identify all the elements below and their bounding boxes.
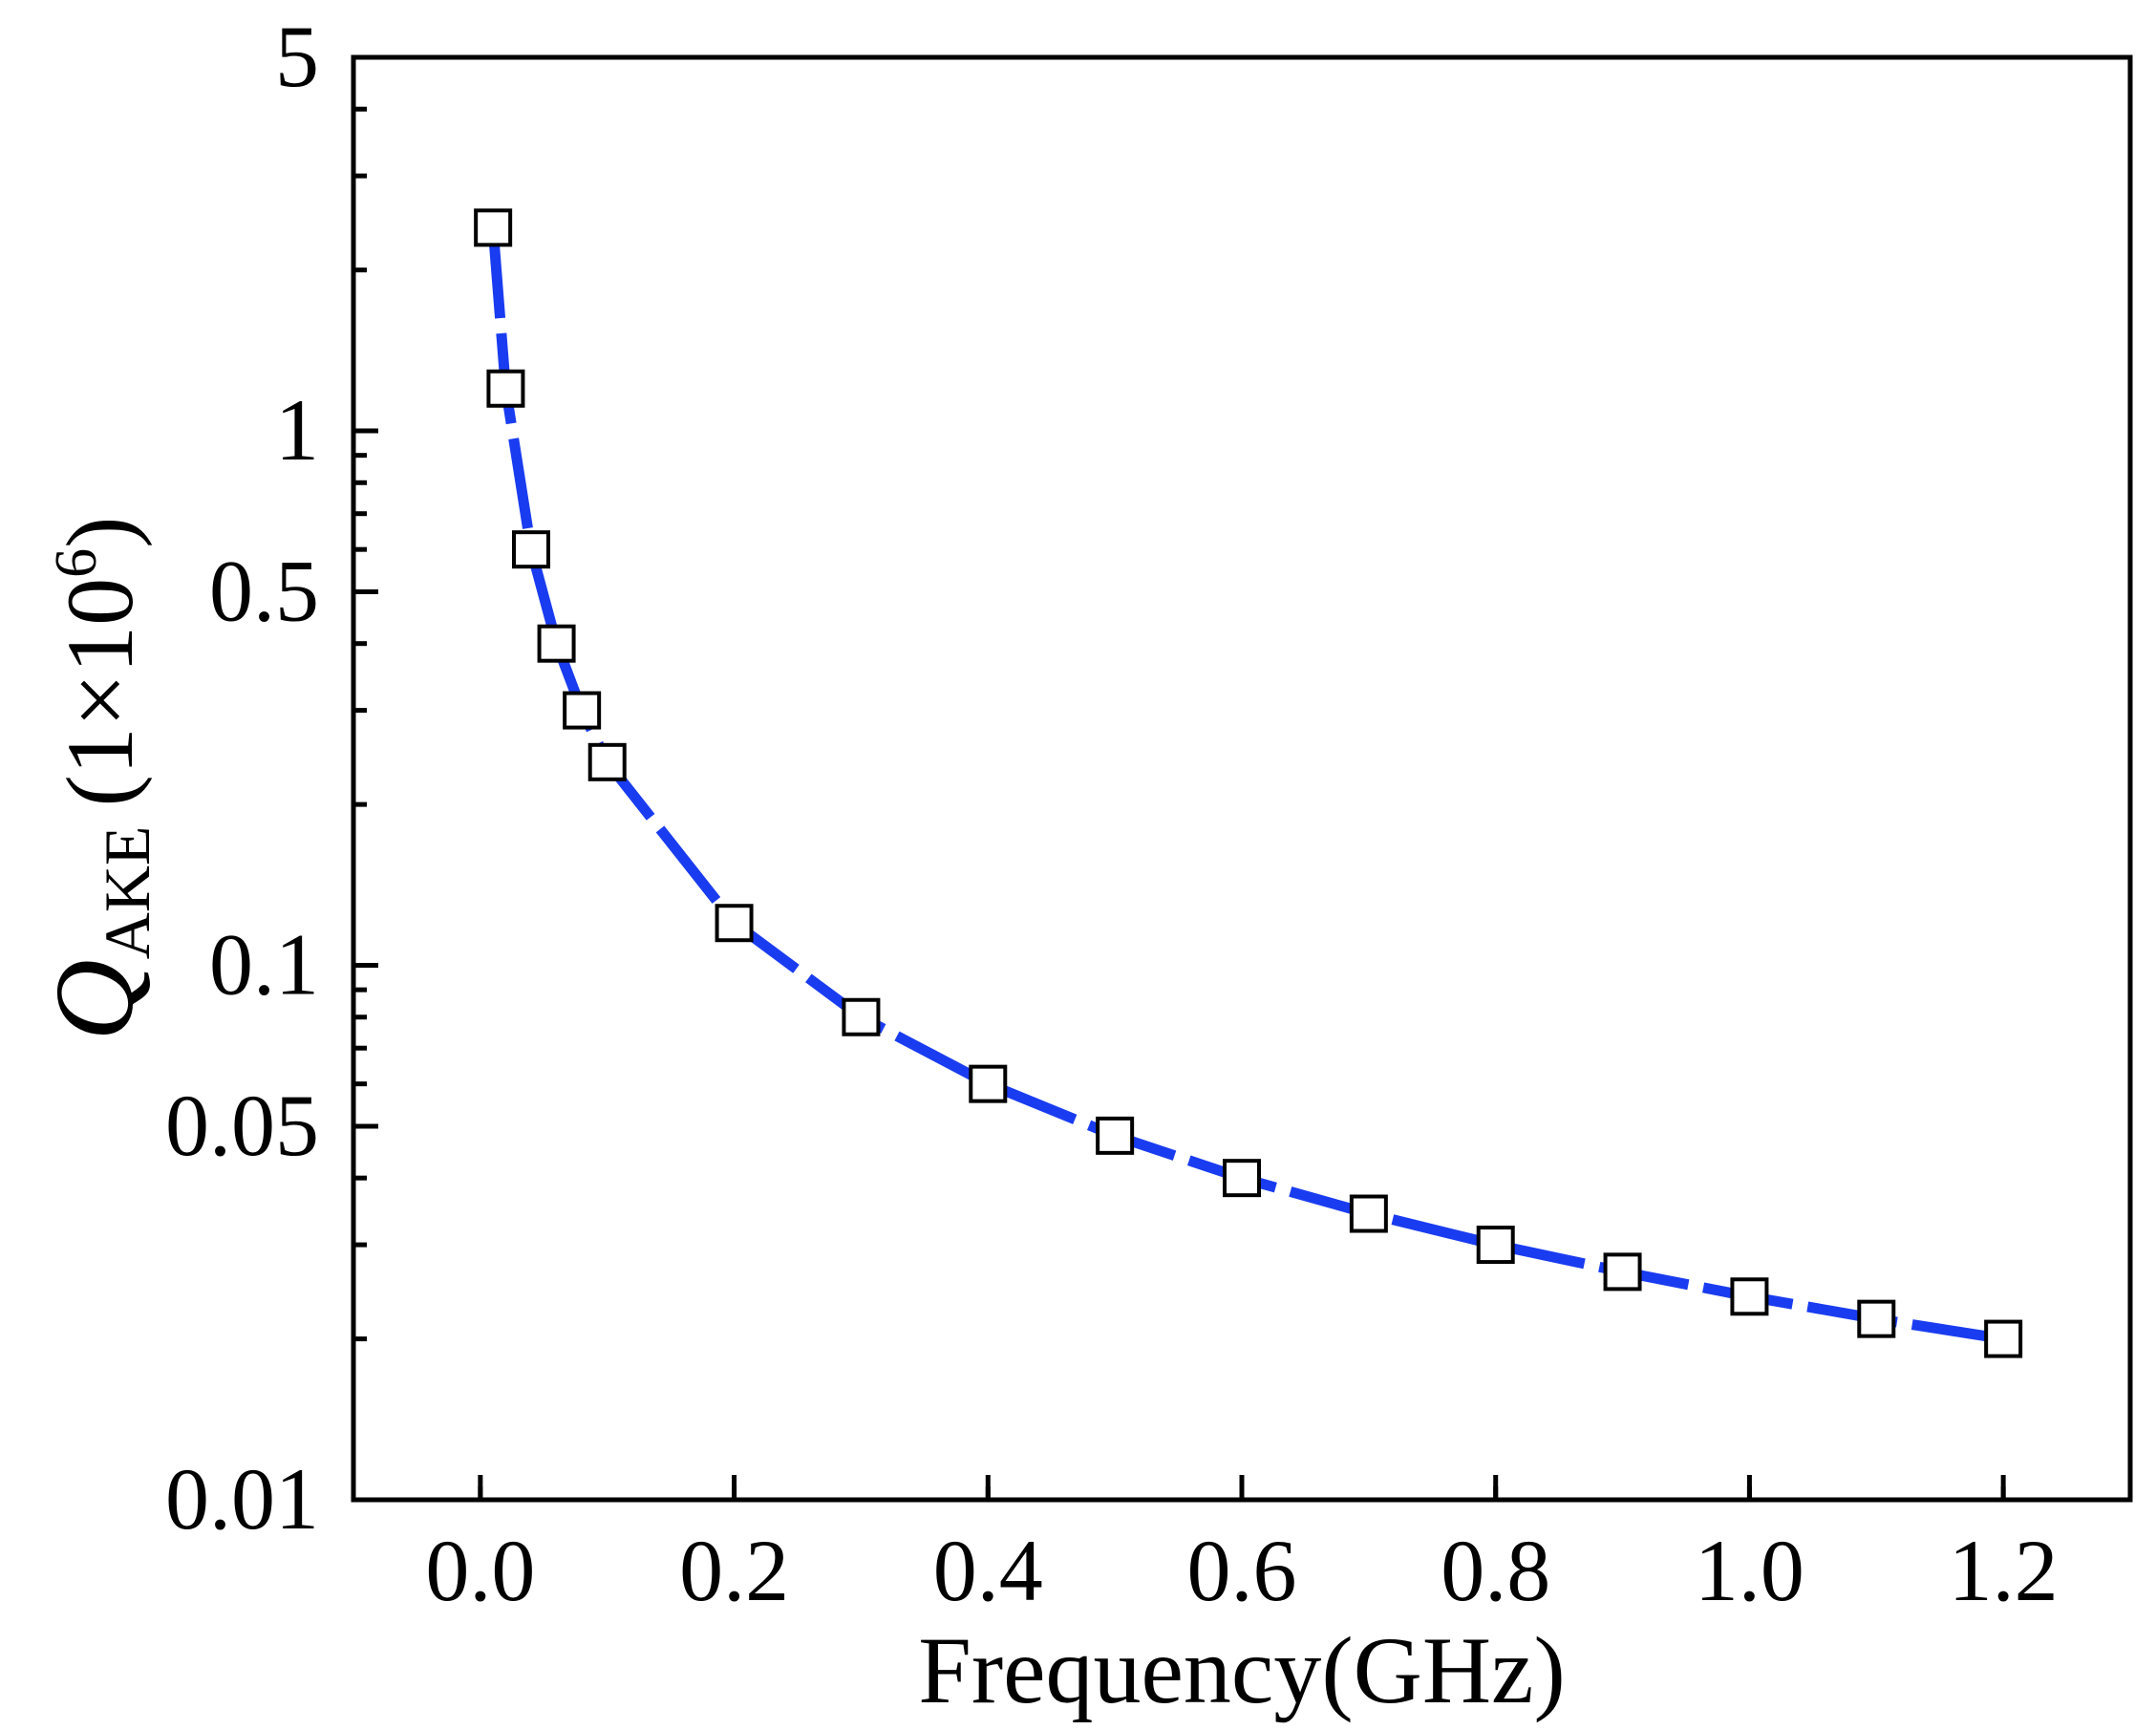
data-point-marker bbox=[1603, 1252, 1642, 1292]
y-tick-label: 5 bbox=[275, 8, 319, 105]
y-axis-unit-exponent: 6 bbox=[44, 548, 109, 578]
data-point-marker bbox=[1096, 1116, 1135, 1155]
data-point-marker bbox=[969, 1064, 1008, 1103]
data-markers bbox=[474, 208, 2023, 1358]
data-point-marker bbox=[563, 691, 602, 730]
data-point-marker bbox=[486, 369, 525, 408]
x-tick-label: 0.0 bbox=[425, 1522, 535, 1619]
x-tick-label: 0.6 bbox=[1187, 1522, 1297, 1619]
data-point-marker bbox=[587, 742, 627, 781]
y-axis-subscript: AKE bbox=[91, 826, 163, 960]
data-point-marker bbox=[512, 530, 550, 569]
y-tick-label: 0.05 bbox=[165, 1077, 319, 1174]
x-tick-label: 0.4 bbox=[933, 1522, 1043, 1619]
y-axis-title: QAKE (1×106) bbox=[32, 517, 163, 1041]
x-tick-label: 0.8 bbox=[1441, 1522, 1550, 1619]
x-tick-label: 0.2 bbox=[679, 1522, 789, 1619]
data-point-marker bbox=[1223, 1159, 1261, 1198]
y-axis-unit-prefix: (1×10 bbox=[47, 578, 153, 807]
data-point-marker bbox=[1730, 1277, 1769, 1316]
data-point-marker bbox=[715, 904, 754, 943]
y-axis-unit-suffix: ) bbox=[47, 517, 153, 548]
x-axis-ticks bbox=[478, 1475, 2006, 1500]
data-point-marker bbox=[1857, 1299, 1896, 1338]
y-tick-label: 0.1 bbox=[209, 916, 319, 1014]
y-tick-label: 0.5 bbox=[209, 542, 319, 639]
x-tick-label: 1.0 bbox=[1695, 1522, 1804, 1619]
y-axis-ticks bbox=[353, 54, 378, 1503]
y-axis-tick-labels: 0.01 0.05 0.1 0.5 1 5 bbox=[165, 8, 319, 1548]
data-point-marker bbox=[1349, 1194, 1388, 1233]
y-tick-label: 1 bbox=[275, 381, 319, 479]
data-point-marker bbox=[537, 624, 576, 663]
x-axis-tick-labels: 0.0 0.2 0.4 0.6 0.8 1.0 1.2 bbox=[425, 1522, 2058, 1619]
y-tick-label: 0.01 bbox=[165, 1450, 319, 1548]
x-axis-title: Frequency(GHz) bbox=[918, 1617, 1566, 1723]
x-tick-label: 1.2 bbox=[1949, 1522, 2059, 1619]
y-axis-symbol: Q bbox=[32, 959, 157, 1040]
data-point-marker bbox=[842, 997, 881, 1036]
series-line bbox=[487, 226, 2004, 1345]
data-point-marker bbox=[1984, 1319, 2023, 1358]
data-point-marker bbox=[1476, 1226, 1515, 1265]
data-point-marker bbox=[474, 208, 513, 247]
